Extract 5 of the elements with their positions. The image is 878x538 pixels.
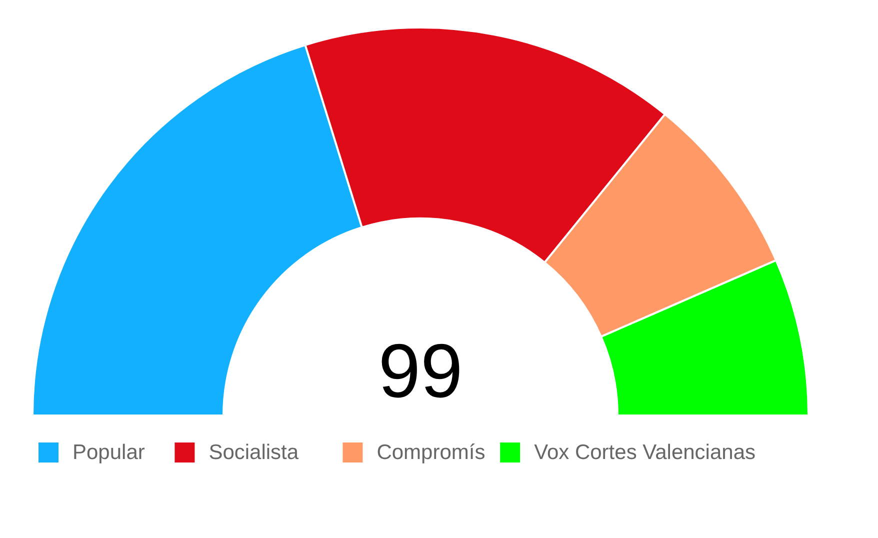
text: 99	[378, 329, 463, 414]
legend-label: Socialista	[208, 441, 299, 464]
legend-label: Vox Cortes Valencianas	[534, 441, 756, 464]
legend-label: Compromís	[376, 441, 486, 464]
legend-label: Popular	[72, 441, 145, 464]
